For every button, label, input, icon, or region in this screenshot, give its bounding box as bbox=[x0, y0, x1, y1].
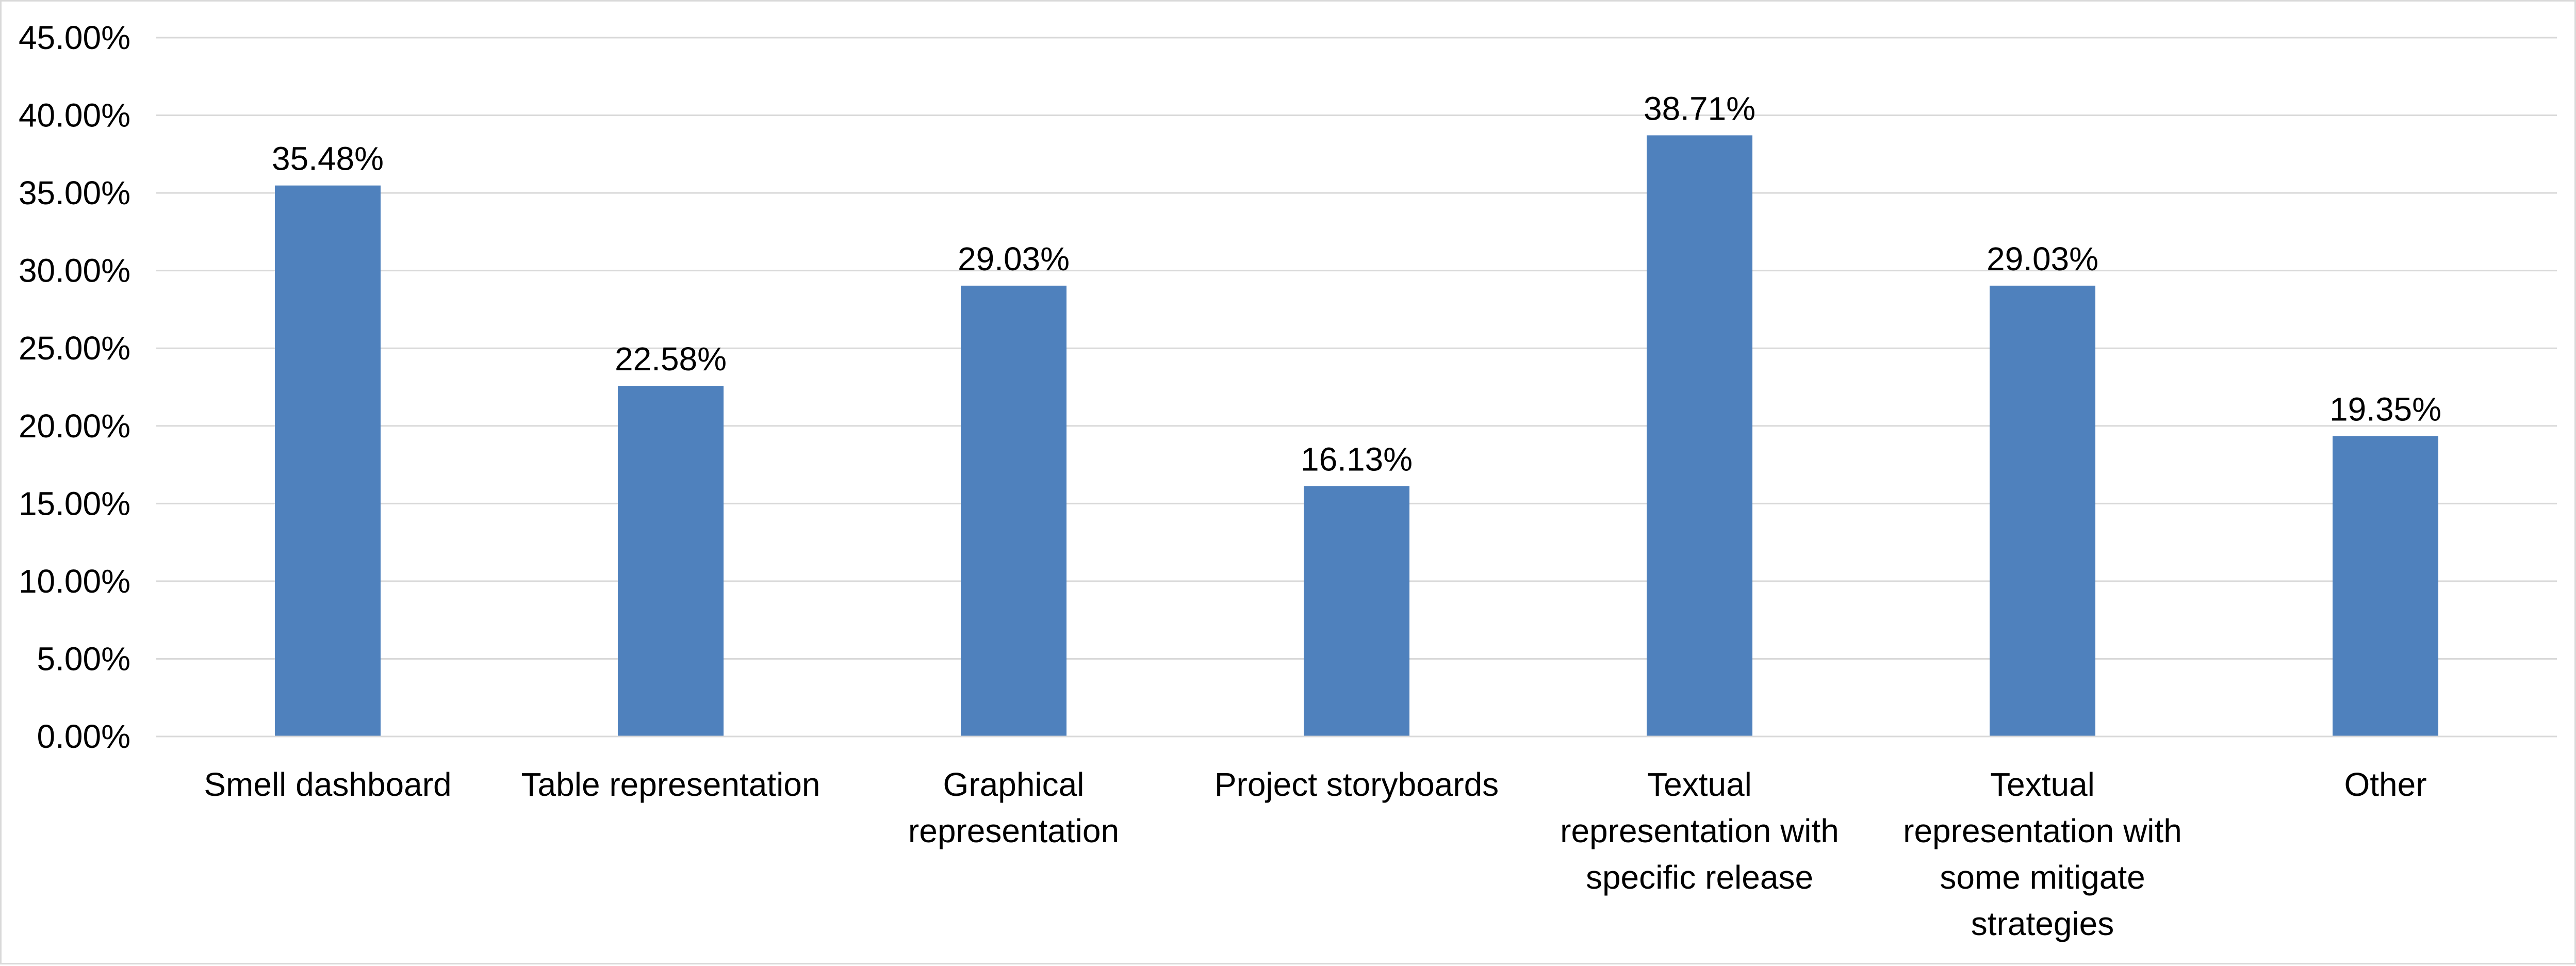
bar bbox=[1990, 285, 2095, 736]
gridlines bbox=[156, 37, 2557, 660]
bar bbox=[2333, 436, 2438, 736]
data-label: 38.71% bbox=[1644, 90, 1755, 127]
category-label-line: Other bbox=[2344, 766, 2426, 803]
category-label-line: strategies bbox=[1971, 905, 2114, 942]
category-label-line: specific release bbox=[1586, 859, 1813, 896]
category-label: Textual representation with specific relea… bbox=[1560, 766, 1839, 896]
data-label: 16.13% bbox=[1301, 440, 1413, 478]
y-tick-label: 5.00% bbox=[37, 640, 130, 677]
category-label-line: Project storyboards bbox=[1215, 766, 1499, 803]
category-label-line: Textual bbox=[1990, 766, 2095, 803]
data-label: 19.35% bbox=[2329, 390, 2441, 428]
bar bbox=[275, 185, 381, 737]
category-label: Other bbox=[2344, 766, 2426, 803]
category-label-line: representation bbox=[908, 812, 1119, 849]
y-tick-label: 10.00% bbox=[19, 563, 130, 600]
data-label: 35.48% bbox=[272, 140, 384, 177]
category-label-line: representation with bbox=[1903, 812, 2182, 849]
data-label: 29.03% bbox=[1987, 240, 2098, 277]
category-label: Smell dashboard bbox=[204, 766, 451, 803]
category-label: Project storyboards bbox=[1215, 766, 1499, 803]
y-tick-label: 40.00% bbox=[19, 97, 130, 134]
x-axis-category-labels: Smell dashboard Table representation Graph… bbox=[204, 766, 2426, 942]
category-label-line: Textual bbox=[1647, 766, 1752, 803]
y-tick-label: 0.00% bbox=[37, 718, 130, 755]
y-axis-tick-labels: 0.00% 5.00% 10.00% 15.00% 20.00% 25.00% 30.00%… bbox=[19, 19, 130, 755]
bars bbox=[275, 135, 2438, 737]
data-label: 29.03% bbox=[958, 240, 1070, 277]
y-tick-label: 25.00% bbox=[19, 330, 130, 367]
category-label-line: some mitigate bbox=[1940, 859, 2145, 896]
bar bbox=[961, 285, 1067, 736]
data-label: 22.58% bbox=[615, 340, 727, 378]
category-label-line: Graphical bbox=[943, 766, 1085, 803]
y-tick-label: 30.00% bbox=[19, 252, 130, 289]
y-tick-label: 15.00% bbox=[19, 485, 130, 522]
bar bbox=[1304, 486, 1409, 736]
category-label-line: representation with bbox=[1560, 812, 1839, 849]
bar bbox=[618, 386, 724, 736]
category-label: Table representation bbox=[521, 766, 821, 803]
category-label-line: Smell dashboard bbox=[204, 766, 451, 803]
category-label-line: Table representation bbox=[521, 766, 821, 803]
y-tick-label: 35.00% bbox=[19, 174, 130, 211]
bar bbox=[1647, 135, 1752, 736]
y-tick-label: 20.00% bbox=[19, 407, 130, 445]
category-label: Textual representation with some mitigate s… bbox=[1903, 766, 2182, 942]
y-tick-label: 45.00% bbox=[19, 19, 130, 56]
data-labels: 35.48% 22.58% 29.03% 16.13% 38.71% 29.03% 19.3… bbox=[272, 90, 2441, 478]
category-label: Graphical representation bbox=[908, 766, 1119, 849]
